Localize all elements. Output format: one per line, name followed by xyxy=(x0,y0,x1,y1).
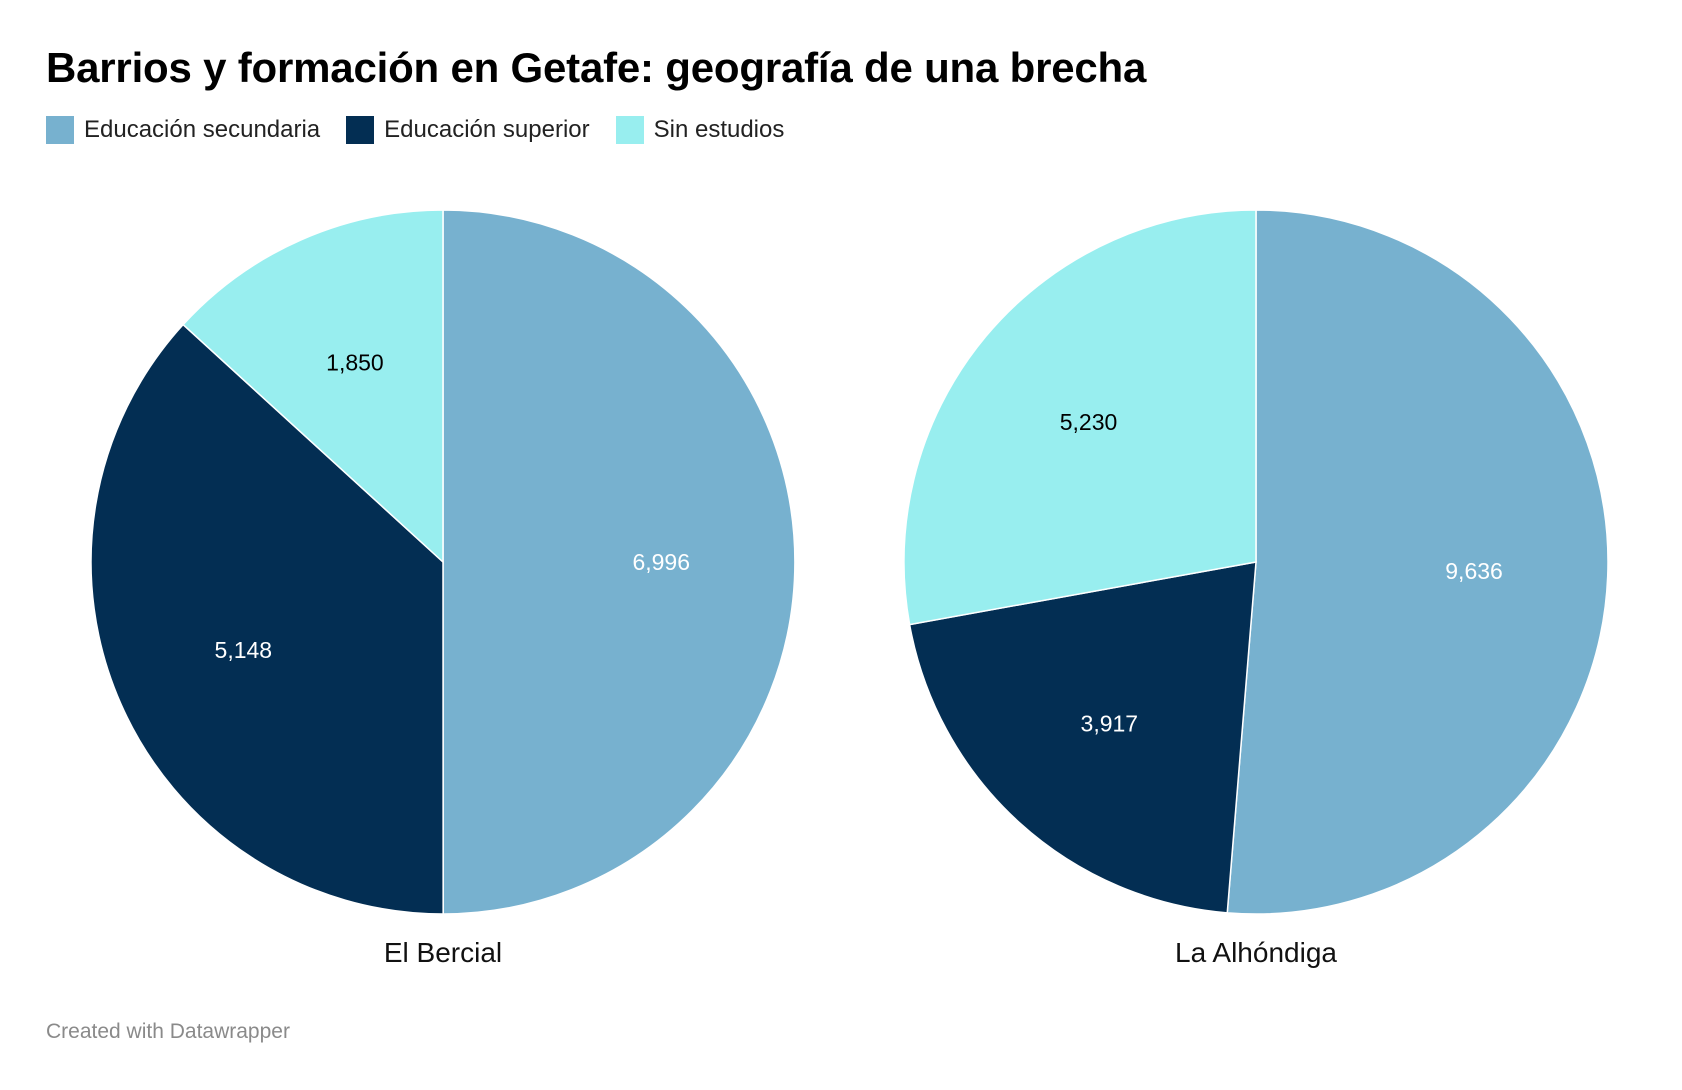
legend-item-superior: Educación superior xyxy=(346,116,590,144)
legend: Educación secundaria Educación superior … xyxy=(46,116,810,144)
pie-slice-el-bercial-2 xyxy=(182,209,444,564)
legend-label-superior: Educación superior xyxy=(384,116,590,143)
pie-slice-la-alhondiga-2 xyxy=(903,209,1257,626)
pie-title-la-alhondiga: La Alhóndiga xyxy=(1175,937,1337,968)
data-label-la-alhondiga-1: 3,917 xyxy=(1081,711,1139,737)
pie-el-bercial: 6,996 5,148 1,850 El Bercial xyxy=(90,209,796,968)
pie-slice-la-alhondiga-0 xyxy=(1226,209,1609,915)
legend-label-sin-estudios: Sin estudios xyxy=(653,116,785,143)
data-label-la-alhondiga-0: 9,636 xyxy=(1445,558,1503,584)
data-label-el-bercial-1: 5,148 xyxy=(215,637,273,663)
pie-slice-la-alhondiga-1 xyxy=(908,561,1257,914)
legend-swatch-superior xyxy=(346,116,375,144)
legend-swatch-sin-estudios xyxy=(615,116,644,144)
legend-label-secundaria: Educación secundaria xyxy=(84,116,321,143)
data-label-el-bercial-2: 1,850 xyxy=(326,349,384,375)
data-label-la-alhondiga-2: 5,230 xyxy=(1060,409,1118,435)
pie-slice-el-bercial-0 xyxy=(442,209,796,915)
pie-title-el-bercial: El Bercial xyxy=(384,937,502,968)
chart-title: Barrios y formación en Getafe: geografía… xyxy=(46,44,1147,91)
data-label-el-bercial-0: 6,996 xyxy=(632,549,690,575)
footer-credit: Created with Datawrapper xyxy=(46,1020,290,1043)
pie-slice-el-bercial-1 xyxy=(90,323,444,915)
legend-item-secundaria: Educación secundaria xyxy=(46,116,320,144)
legend-swatch-secundaria xyxy=(46,116,74,144)
legend-item-sin-estudios: Sin estudios xyxy=(615,116,785,144)
pie-la-alhondiga: 9,636 3,917 5,230 La Alhóndiga xyxy=(903,209,1609,968)
